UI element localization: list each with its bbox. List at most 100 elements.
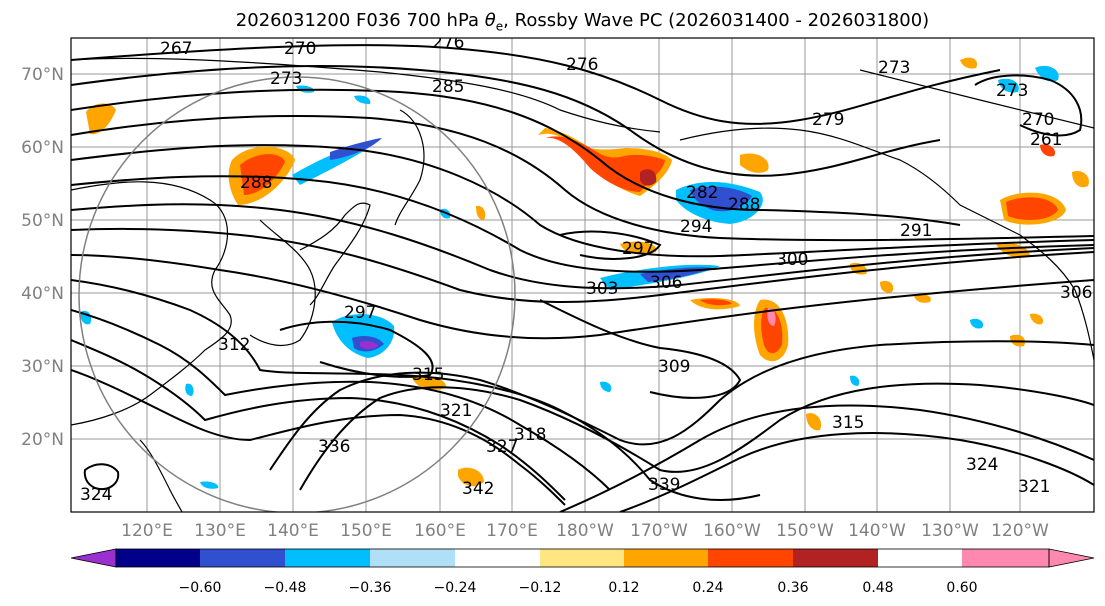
contour <box>71 254 1094 340</box>
contour-label: 273 <box>878 58 910 78</box>
contour-label: 288 <box>240 173 272 193</box>
contour-label: 270 <box>1022 110 1054 130</box>
contour-label: 324 <box>966 455 998 475</box>
contour-label: 276 <box>432 33 464 53</box>
anomaly-patch <box>620 241 657 254</box>
contour-label: 318 <box>514 425 546 445</box>
contour-label: 291 <box>900 221 932 241</box>
anomaly-patch <box>640 169 657 186</box>
anomaly-patch <box>1072 170 1089 188</box>
contour-label: 342 <box>462 479 494 499</box>
lon-label: 140°E <box>267 521 319 541</box>
coastline-philippines <box>139 439 183 512</box>
anomaly-patch <box>412 375 447 390</box>
anomaly-patch <box>700 299 732 306</box>
colorbar-segment <box>708 549 793 567</box>
colorbar-segment <box>116 549 200 567</box>
anomaly-patch <box>458 467 484 487</box>
anomaly-patch <box>240 154 285 195</box>
title-theta-subscript: e <box>495 19 504 34</box>
anomaly-patch <box>1035 65 1059 82</box>
coastline-korea-japan <box>249 219 316 347</box>
contour-label: 273 <box>996 81 1028 101</box>
anomaly-patch <box>806 413 822 431</box>
anomaly-patch <box>1040 144 1056 157</box>
contour <box>71 279 761 501</box>
colorbar-segment <box>370 549 455 567</box>
colorbar-ticks: −0.60 −0.48 −0.36 −0.24 −0.12 0.12 0.24 … <box>179 580 978 596</box>
map-panel <box>71 38 1094 512</box>
map-frame <box>70 37 1095 513</box>
contour-label: 336 <box>318 437 350 457</box>
contour-label: 267 <box>160 39 192 59</box>
contour-label: 279 <box>812 110 844 130</box>
latitude-labels: 70°N 60°N 50°N 40°N 30°N 20°N <box>21 65 64 450</box>
contour-label: 294 <box>680 217 712 237</box>
contour <box>71 114 1094 242</box>
contour <box>619 432 1094 512</box>
colorbar-segment <box>962 549 1049 567</box>
contour <box>269 340 1094 471</box>
colorbar-tick-label: −0.48 <box>264 580 307 596</box>
title-prefix: 2026031200 F036 700 hPa <box>235 10 485 31</box>
anomaly-patch <box>970 318 984 329</box>
lon-label: 170°E <box>486 521 538 541</box>
contour-label: 303 <box>586 279 618 299</box>
colorbar-segments <box>70 548 1095 568</box>
anomaly-patch <box>360 341 378 349</box>
anomaly-patch <box>767 307 776 326</box>
colorbar-segment <box>793 549 878 567</box>
lat-label: 30°N <box>21 357 64 377</box>
anomaly-patch <box>185 383 194 396</box>
anomaly-patch <box>476 205 486 220</box>
coastline-alaska <box>679 127 1021 236</box>
contour-label: 261 <box>1030 130 1062 150</box>
contour <box>71 175 1094 273</box>
lon-label: 160°E <box>414 521 466 541</box>
contour <box>539 299 742 399</box>
contour <box>71 88 961 226</box>
colorbar-tick-label: −0.12 <box>519 580 562 596</box>
contour-labels: 267 270 273 276 276 273 285 279 273 270 … <box>80 33 1092 505</box>
contour <box>71 369 566 506</box>
contour <box>71 64 941 177</box>
anomaly-patch <box>998 78 1019 93</box>
contour <box>71 227 1094 303</box>
contour <box>299 382 1094 491</box>
contour-label: 327 <box>486 437 518 457</box>
anomaly-patch <box>1030 313 1044 325</box>
longitude-labels: 120°E 130°E 140°E 150°E 160°E 170°E 180°… <box>121 521 1049 541</box>
title-theta: θ <box>484 10 496 31</box>
contour <box>559 404 1094 512</box>
colorbar-tick-label: 0.12 <box>608 580 639 596</box>
coastline-asia <box>71 181 232 426</box>
colorbar-extend-min <box>70 548 117 568</box>
contour-label: 339 <box>648 475 680 495</box>
lat-label: 20°N <box>21 430 64 450</box>
colorbar-outline <box>115 548 1050 568</box>
anomaly-patch <box>914 294 931 303</box>
anomaly-patch <box>200 481 219 489</box>
contour <box>559 230 662 260</box>
colorbar-segment <box>455 549 540 567</box>
contour-label: 321 <box>440 401 472 421</box>
anomaly-patch <box>880 280 894 293</box>
anomaly-patch <box>960 57 978 69</box>
anomaly-patch <box>354 95 371 104</box>
contour-label: 297 <box>344 303 376 323</box>
contour-label: 270 <box>284 39 316 59</box>
contour-label: 312 <box>218 335 250 355</box>
colorbar-tick-label: 0.36 <box>777 580 808 596</box>
lon-label: 120°W <box>991 521 1049 541</box>
contour <box>974 74 1083 137</box>
colorbar-tick-label: −0.24 <box>434 580 477 596</box>
lon-label: 180°W <box>556 521 614 541</box>
contour <box>71 144 1094 258</box>
lat-label: 60°N <box>21 138 64 158</box>
contour <box>71 339 566 501</box>
lon-label: 170°W <box>630 521 688 541</box>
colorbar-tick-label: 0.60 <box>946 580 977 596</box>
title-suffix: , Rossby Wave PC (2026031400 - 202603180… <box>503 10 930 31</box>
contour <box>71 309 611 491</box>
